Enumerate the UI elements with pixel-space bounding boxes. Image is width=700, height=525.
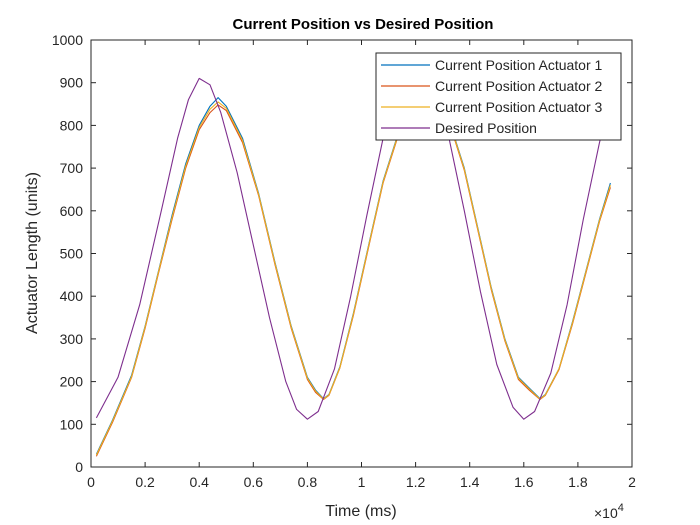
x-tick-label: 1.2: [406, 474, 426, 490]
legend-box: [375, 52, 622, 141]
chart-title: Current Position vs Desired Position: [233, 16, 494, 33]
x-axis-label: Time (ms): [325, 503, 396, 520]
y-tick-label: 700: [60, 160, 84, 176]
x-tick-label: 0: [87, 474, 95, 490]
y-axis-label: Actuator Length (units): [24, 172, 41, 334]
legend-entries: Current Position Actuator 1 Current Posit…: [381, 57, 603, 136]
y-tick-label: 1000: [52, 32, 83, 48]
x-tick-label: 2: [628, 474, 636, 490]
x-tick-label: 1: [358, 474, 366, 490]
x-axis-ticks: 0 0.2 0.4 0.6 0.8 1 1.2 1.4 1.6 1.8 2: [87, 40, 636, 490]
series-line-3: [95, 83, 611, 456]
y-tick-label: 300: [60, 331, 84, 347]
legend-label-1: Current Position Actuator 1: [435, 57, 603, 73]
y-tick-label: 200: [60, 374, 84, 390]
series-line-4: [95, 77, 611, 420]
x-axis-exponent: ×104: [594, 502, 624, 521]
y-tick-label: 400: [60, 288, 84, 304]
y-tick-label: 100: [60, 416, 84, 432]
y-tick-label: 900: [60, 75, 84, 91]
x-tick-label: 1.8: [568, 474, 588, 490]
x-tick-label: 0.8: [298, 474, 318, 490]
y-tick-label: 500: [60, 246, 84, 262]
legend-label-3: Current Position Actuator 3: [435, 99, 603, 115]
legend-label-2: Current Position Actuator 2: [435, 78, 603, 94]
x-tick-label: 1.4: [460, 474, 480, 490]
x-tick-label: 0.6: [244, 474, 264, 490]
x-tick-label: 1.6: [514, 474, 534, 490]
x-tick-label: 0.4: [189, 474, 209, 490]
x-axis-exponent-power: 4: [618, 502, 624, 514]
y-tick-label: 0: [75, 459, 83, 475]
legend: Current Position Actuator 1 Current Posit…: [375, 52, 622, 141]
y-tick-label: 800: [60, 117, 84, 133]
y-tick-label: 600: [60, 203, 84, 219]
legend-label-4: Desired Position: [435, 120, 537, 136]
series-layer: [95, 77, 611, 457]
y-axis-ticks: 0 100 200 300 400 500 600 700 800 900 1000: [52, 32, 632, 475]
x-axis-exponent-base: ×10: [594, 505, 618, 521]
x-tick-label: 0.2: [135, 474, 155, 490]
